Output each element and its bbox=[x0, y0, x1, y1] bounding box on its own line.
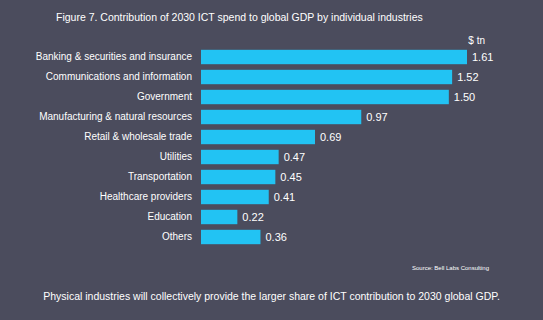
bar bbox=[201, 230, 260, 244]
data-label: 0.69 bbox=[320, 131, 341, 143]
tick-label: Retail & wholesale trade bbox=[84, 131, 192, 142]
tick-label: Utilities bbox=[160, 151, 192, 162]
tick-label: Transportation bbox=[128, 171, 192, 182]
tick: Government bbox=[137, 91, 192, 102]
background bbox=[0, 0, 543, 320]
tick: Others bbox=[162, 231, 192, 242]
source: Source: Bell Labs Consulting bbox=[412, 265, 489, 271]
data-label: 1.61 bbox=[472, 51, 493, 63]
tick: Communications and information bbox=[46, 71, 192, 82]
data-label: 0.97 bbox=[366, 111, 387, 123]
tick: Transportation bbox=[128, 171, 192, 182]
tick-label: Others bbox=[162, 231, 192, 242]
bar bbox=[201, 110, 361, 124]
tick-label: Manufacturing & natural resources bbox=[39, 111, 192, 122]
bar bbox=[201, 190, 269, 204]
axis-title: $ tn bbox=[468, 35, 485, 46]
bars bbox=[201, 50, 467, 244]
tick: Utilities bbox=[160, 151, 192, 162]
data-label: 1.50 bbox=[454, 91, 475, 103]
tick: Education bbox=[148, 211, 192, 222]
data-label: 0.36 bbox=[265, 231, 286, 243]
data-label: 1.52 bbox=[457, 71, 478, 83]
data-label: 0.41 bbox=[274, 191, 295, 203]
tick-label: Education bbox=[148, 211, 192, 222]
bar bbox=[201, 90, 449, 104]
tick-label: Communications and information bbox=[46, 71, 192, 82]
data-label: 0.47 bbox=[284, 151, 305, 163]
tick: Banking & securities and insurance bbox=[36, 51, 193, 62]
tick-label: Government bbox=[137, 91, 192, 102]
tick-label: Healthcare providers bbox=[100, 191, 192, 202]
bar bbox=[201, 170, 275, 184]
bar bbox=[201, 130, 315, 144]
data-label: 0.45 bbox=[280, 171, 301, 183]
data-labels: 1.61 1.52 1.50 0.97 0.69 0.47 0.45 0.41 0.220.36 bbox=[242, 51, 493, 243]
y-axis: Banking & securities and insurance Commun… bbox=[36, 51, 193, 242]
tick: Healthcare providers bbox=[100, 191, 192, 202]
bar bbox=[201, 210, 237, 224]
tick: Retail & wholesale trade bbox=[84, 131, 192, 142]
chart: Figure 7. Contribution of 2030 ICT spend… bbox=[0, 0, 543, 320]
tick: Manufacturing & natural resources bbox=[39, 111, 192, 122]
title: Figure 7. Contribution of 2030 ICT spend… bbox=[56, 11, 423, 23]
bar bbox=[201, 70, 452, 84]
caption: Physical industries will collectively pr… bbox=[43, 290, 500, 302]
bar bbox=[201, 50, 467, 64]
bar bbox=[201, 150, 279, 164]
data-label: 0.22 bbox=[242, 211, 263, 223]
tick-label: Banking & securities and insurance bbox=[36, 51, 193, 62]
